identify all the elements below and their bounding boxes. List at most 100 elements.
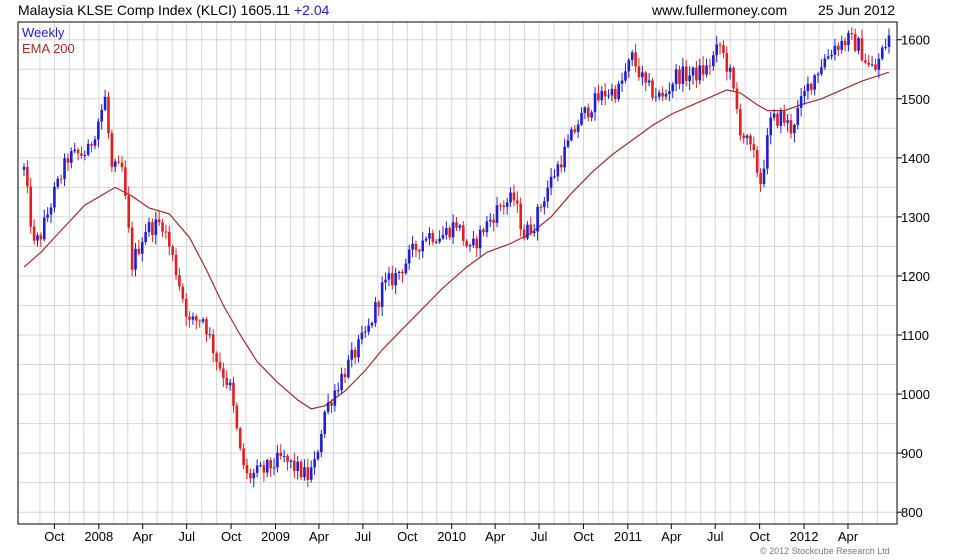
- candle-up: [823, 58, 827, 68]
- candle-down: [188, 316, 191, 320]
- legend-entry: Weekly: [22, 25, 65, 40]
- candle-up: [134, 248, 137, 270]
- candle-down: [178, 275, 181, 287]
- candle-down: [874, 64, 877, 70]
- candle-down: [59, 178, 63, 180]
- candle-up: [394, 272, 397, 286]
- candle-up: [543, 201, 546, 208]
- candle-down: [117, 161, 120, 163]
- candle-up: [610, 89, 614, 96]
- candle-up: [799, 96, 803, 108]
- candle-down: [279, 452, 283, 457]
- candle-up: [404, 263, 408, 274]
- candle-down: [455, 222, 458, 228]
- candle-up: [147, 222, 151, 233]
- candle-up: [350, 349, 354, 360]
- candle-up: [728, 67, 732, 72]
- candle-up: [485, 221, 489, 233]
- source-site: www.fullermoney.com: [652, 2, 788, 18]
- candle-up: [468, 245, 472, 247]
- candle-up: [336, 390, 340, 392]
- candle-up: [549, 176, 553, 188]
- candle-up: [42, 217, 46, 240]
- candle-down: [164, 231, 168, 233]
- grid-layer: [18, 22, 897, 524]
- candle-down: [465, 240, 468, 247]
- candle-up: [424, 238, 428, 241]
- candle-down: [137, 248, 141, 254]
- candle-up: [816, 74, 820, 76]
- candle-up: [532, 231, 536, 234]
- candle-up: [458, 225, 462, 228]
- candle-up: [113, 161, 117, 167]
- candle-up: [367, 325, 370, 332]
- candle-down: [215, 353, 218, 362]
- candle-up: [140, 242, 144, 254]
- candle-up: [347, 359, 350, 378]
- candle-up: [255, 465, 259, 473]
- candle-up: [320, 434, 323, 453]
- candle-up: [674, 69, 678, 85]
- title-text: Malaysia KLSE Comp Index (KLCI) 1605.11: [18, 2, 291, 18]
- candle-down: [238, 428, 242, 449]
- candle-down: [539, 206, 543, 208]
- candle-up: [813, 75, 816, 90]
- chart-date: 25 Jun 2012: [818, 2, 896, 18]
- candle-up: [698, 65, 702, 81]
- candle-down: [809, 83, 813, 90]
- candle-down: [519, 203, 522, 230]
- candle-up: [870, 64, 874, 66]
- x-tick-label: Jul: [178, 529, 195, 544]
- candle-down: [499, 205, 502, 207]
- candle-down: [66, 158, 70, 163]
- candle-down: [401, 271, 404, 274]
- candle-down: [755, 150, 759, 173]
- candle-up: [289, 460, 293, 462]
- candle-down: [343, 373, 347, 378]
- candle-up: [53, 186, 56, 208]
- candle-down: [853, 33, 857, 51]
- candle-up: [830, 54, 833, 57]
- candle-up: [681, 66, 685, 84]
- candle-up: [583, 107, 587, 113]
- x-tick-label: 2008: [84, 529, 113, 544]
- candle-up: [627, 60, 631, 72]
- candle-down: [614, 89, 617, 100]
- candle-up: [880, 47, 884, 59]
- candle-up: [421, 240, 425, 252]
- candle-up: [488, 219, 492, 222]
- candle-up: [313, 459, 316, 468]
- candle-down: [414, 243, 418, 251]
- candle-up: [272, 467, 276, 469]
- candle-up: [441, 234, 445, 239]
- candle-down: [107, 96, 110, 134]
- axis-layer: 800 900 1000 1100 1200 1300 1400 1500 1600 Oct 200…: [17, 21, 930, 544]
- candle-down: [167, 232, 171, 247]
- candle-up: [103, 96, 107, 110]
- candle-up: [438, 238, 441, 242]
- candle-down: [684, 66, 688, 81]
- candle-up: [144, 232, 147, 243]
- candle-down: [448, 228, 452, 238]
- candle-down: [837, 45, 840, 50]
- x-tick-label: Oct: [221, 529, 242, 544]
- candle-up: [387, 273, 391, 280]
- x-tick-label: Jul: [531, 529, 548, 544]
- x-tick-label: Oct: [750, 529, 771, 544]
- candle-down: [475, 238, 479, 249]
- candle-up: [580, 112, 583, 125]
- x-tick-label: Apr: [309, 529, 330, 544]
- candle-up: [363, 331, 367, 333]
- candle-down: [171, 246, 174, 256]
- candle-down: [222, 368, 225, 378]
- candle-up: [374, 302, 377, 324]
- candle-down: [789, 120, 793, 134]
- y-tick-label: 1500: [901, 92, 930, 107]
- candle-up: [333, 390, 337, 406]
- candle-down: [286, 455, 289, 462]
- candle-up: [46, 214, 49, 218]
- candle-down: [90, 144, 93, 146]
- candle-up: [671, 84, 675, 92]
- x-tick-label: Apr: [661, 529, 682, 544]
- candle-down: [418, 250, 421, 252]
